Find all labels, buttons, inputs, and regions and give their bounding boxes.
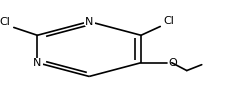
Text: Cl: Cl xyxy=(163,16,173,26)
Text: O: O xyxy=(168,58,176,68)
Text: N: N xyxy=(85,17,93,27)
Text: N: N xyxy=(33,58,41,68)
Text: Cl: Cl xyxy=(0,17,11,27)
